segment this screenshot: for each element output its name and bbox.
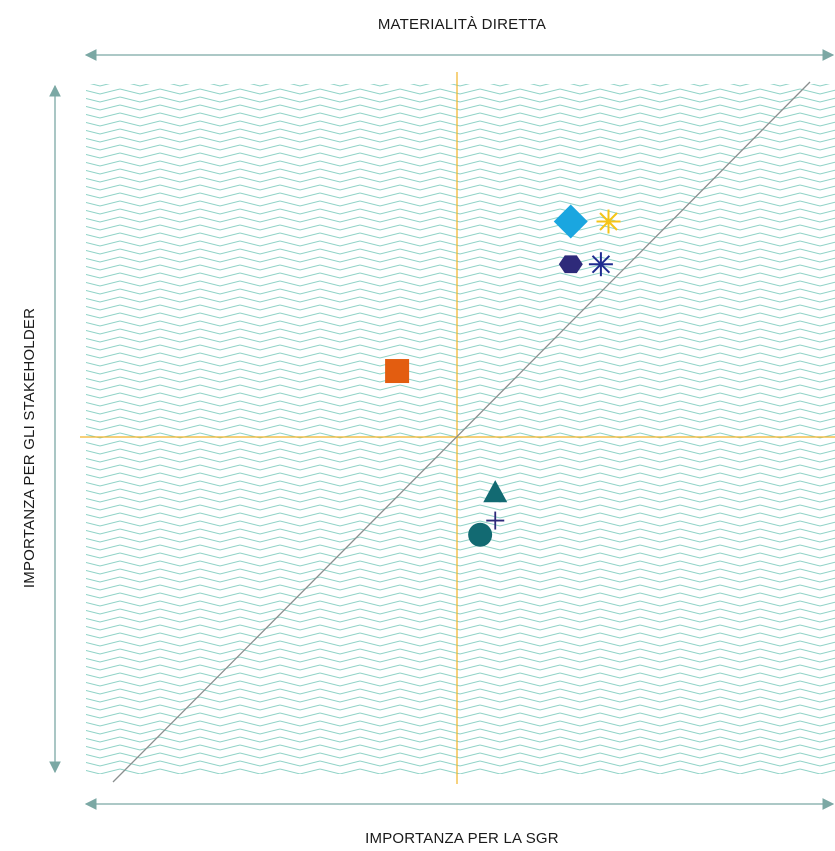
triangle-marker	[483, 480, 508, 503]
diagonal-line	[112, 81, 811, 783]
top-label: MATERIALITÀ DIRETTA	[378, 16, 546, 33]
plus-marker	[486, 511, 505, 530]
plot-pattern-background	[86, 84, 835, 774]
data-points	[385, 204, 621, 547]
asterisk-marker	[596, 209, 621, 234]
bottom-label: IMPORTANZA PER LA SGR	[365, 830, 559, 847]
square-marker	[385, 359, 410, 384]
asterisk-marker	[588, 252, 613, 277]
hexagon-marker	[558, 255, 583, 274]
diamond-marker	[553, 204, 588, 239]
circle-marker	[468, 522, 493, 547]
left-label: IMPORTANZA PER GLI STAKEHOLDER	[21, 308, 38, 588]
